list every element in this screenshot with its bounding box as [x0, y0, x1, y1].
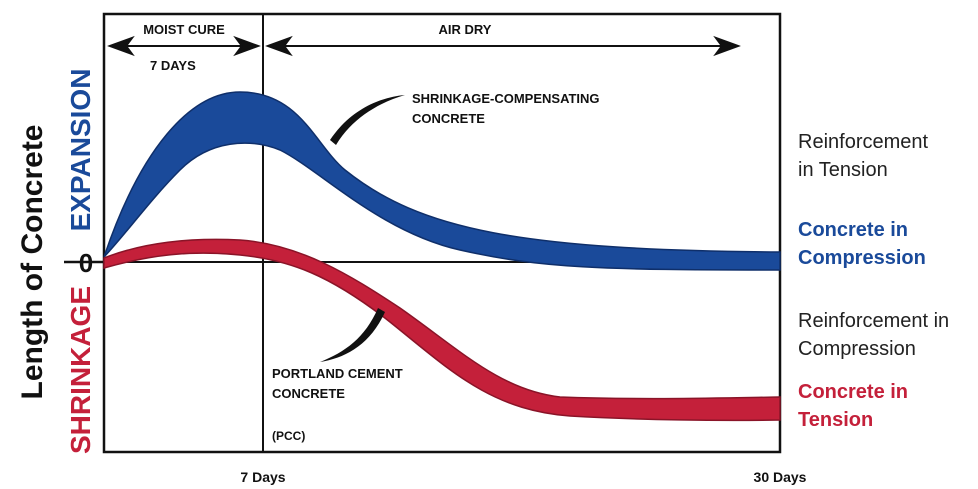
x-tick-30-days: 30 Days	[754, 469, 807, 485]
note-reinforcement-compression-line2: Compression	[798, 338, 916, 360]
note-reinforcement-tension: Reinforcement in Tension	[798, 128, 928, 184]
seven-days-label: 7 DAYS	[150, 58, 196, 73]
shrinkage-comp-callout	[330, 95, 405, 145]
pcc-callout	[320, 308, 385, 362]
shrinkage-comp-label-2: CONCRETE	[412, 111, 485, 126]
note-reinforcement-compression: Reinforcement in Compression	[798, 307, 949, 363]
note-reinforcement-tension-line2: in Tension	[798, 159, 888, 181]
moist-cure-label: MOIST CURE	[143, 22, 225, 37]
portland-cement-band	[103, 238, 781, 422]
plot-frame	[102, 12, 782, 454]
pcc-label-2: CONCRETE	[272, 386, 345, 401]
air-dry-arrow	[265, 35, 741, 57]
note-reinforcement-compression-line1: Reinforcement in	[798, 310, 950, 332]
shrinkage-comp-label-1: SHRINKAGE-COMPENSATING	[412, 91, 600, 106]
moist-cure-arrow	[107, 35, 261, 57]
note-concrete-tension-line2: Tension	[798, 409, 874, 431]
y-axis-title: Length of Concrete	[16, 125, 49, 400]
shrinkage-label: SHRINKAGE	[65, 286, 96, 454]
air-dry-label: AIR DRY	[439, 22, 492, 37]
note-concrete-compression: Concrete in Compression	[798, 216, 926, 272]
note-concrete-tension: Concrete in Tension	[798, 378, 908, 434]
zero-label: 0	[79, 248, 93, 278]
expansion-label: EXPANSION	[65, 69, 96, 232]
note-concrete-tension-line1: Concrete in	[798, 381, 909, 403]
note-concrete-compression-line2: Compression	[798, 247, 926, 269]
note-reinforcement-tension-line1: Reinforcement	[798, 131, 929, 153]
x-tick-7-days: 7 Days	[240, 469, 285, 485]
pcc-label-1: PORTLAND CEMENT	[272, 366, 403, 381]
pcc-abbrev: (PCC)	[272, 429, 305, 443]
shrinkage-compensating-band	[103, 91, 781, 271]
note-concrete-compression-line1: Concrete in	[798, 219, 909, 241]
